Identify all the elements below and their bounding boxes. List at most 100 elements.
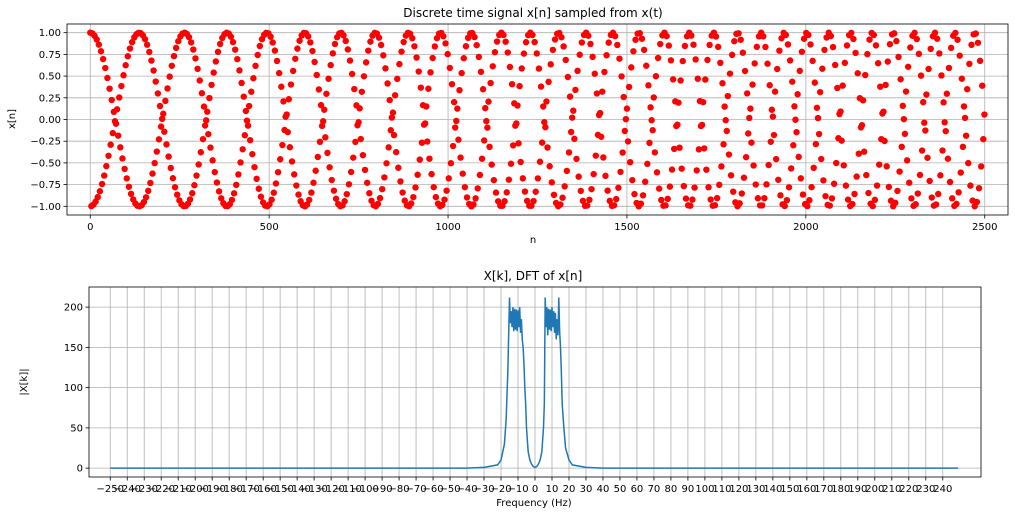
signal-sample-point (475, 53, 483, 61)
x-tick-label: 50 (614, 484, 627, 495)
signal-sample-point (375, 34, 383, 41)
signal-sample-point (148, 57, 155, 64)
signal-sample-point (860, 148, 868, 155)
signal-sample-point (99, 55, 107, 63)
signal-sample-point (903, 157, 911, 164)
signal-sample-point (441, 196, 448, 203)
signal-sample-point (244, 122, 252, 129)
signal-sample-point (893, 37, 900, 45)
signal-sample-point (346, 57, 354, 64)
x-tick-label: 210 (882, 484, 901, 495)
signal-sample-point (600, 154, 607, 161)
signal-sample-point (637, 200, 645, 207)
signal-sample-point (377, 41, 385, 49)
signal-sample-point (240, 93, 247, 100)
signal-sample-point (917, 72, 925, 79)
signal-sample-point (945, 64, 953, 72)
signal-sample-point (851, 190, 858, 198)
signal-sample-point (625, 83, 633, 91)
signal-sample-point (169, 175, 177, 182)
signal-sample-point (936, 50, 943, 57)
signal-sample-point (145, 187, 152, 195)
signal-sample-point (812, 140, 820, 148)
signal-sample-point (564, 73, 572, 81)
signal-sample-point (383, 160, 390, 167)
signal-sample-point (892, 199, 899, 207)
signal-sample-point (562, 56, 569, 64)
x-tick-label: 190 (848, 484, 867, 495)
signal-sample-point (166, 73, 173, 80)
signal-sample-point (294, 45, 301, 52)
signal-sample-point (687, 202, 694, 209)
signal-sample-point (486, 143, 493, 151)
signal-sample-point (390, 131, 398, 139)
x-tick-label: 170 (814, 484, 833, 495)
signal-sample-point (657, 40, 664, 48)
signal-sample-point (574, 67, 581, 75)
signal-sample-point (913, 35, 920, 43)
signal-sample-point (479, 86, 487, 93)
signal-sample-point (693, 167, 700, 174)
signal-sample-point (713, 194, 721, 202)
signal-sample-point (162, 97, 169, 105)
x-tick-label: 40 (597, 484, 610, 495)
signal-sample-point (551, 36, 559, 43)
signal-sample-point (126, 45, 134, 52)
signal-sample-point (739, 49, 747, 56)
x-tick-label: 160 (797, 484, 816, 495)
signal-sample-point (805, 31, 812, 39)
signal-sample-point (924, 154, 931, 161)
x-tick-label: −120 (317, 484, 344, 495)
x-tick-label: −230 (130, 484, 157, 495)
signal-sample-point (959, 143, 967, 151)
signal-sample-point (927, 45, 934, 53)
signal-sample-point (427, 69, 434, 76)
signal-sample-point (235, 171, 242, 178)
signal-sample-point (517, 158, 524, 166)
signal-sample-point (156, 102, 164, 110)
signal-sample-point (645, 82, 652, 89)
signal-sample-point (561, 183, 568, 190)
signal-sample-point (474, 185, 481, 192)
signal-sample-point (142, 194, 150, 201)
signal-sample-point (168, 62, 176, 69)
signal-sample-point (962, 132, 970, 139)
signal-sample-point (704, 56, 711, 64)
signal-sample-point (252, 62, 259, 70)
signal-sample-point (677, 77, 684, 84)
signal-sample-point (822, 192, 829, 200)
signal-sample-point (163, 141, 170, 148)
signal-sample-point (450, 98, 458, 106)
signal-sample-point (882, 81, 889, 89)
signal-sample-point (295, 191, 302, 198)
signal-sample-point (940, 99, 947, 106)
signal-sample-point (547, 61, 554, 68)
signal-sample-point (329, 50, 337, 57)
dft-ylabel: |X[k]| (19, 368, 30, 395)
signal-sample-point (308, 189, 315, 196)
signal-sample-point (772, 155, 780, 163)
signal-sample-point (455, 136, 462, 143)
signal-sample-point (558, 34, 565, 41)
signal-sample-point (432, 193, 440, 201)
signal-sample-point (284, 128, 291, 136)
signal-sample-point (790, 142, 797, 149)
signal-sample-point (332, 195, 340, 202)
signal-sample-point (900, 115, 908, 123)
signal-sample-point (535, 65, 543, 72)
signal-sample-point (447, 160, 455, 167)
signal-sample-point (770, 131, 778, 139)
signal-sample-point (695, 146, 703, 153)
signal-sample-point (461, 183, 469, 191)
x-tick-label: 230 (916, 484, 935, 495)
signal-sample-point (678, 165, 685, 172)
x-tick-label: 130 (746, 484, 765, 495)
signal-sample-point (628, 64, 635, 71)
x-tick-label: 30 (580, 484, 593, 495)
signal-sample-point (760, 33, 767, 40)
signal-sample-point (363, 179, 371, 186)
signal-sample-point (852, 49, 859, 57)
time-signal-points (87, 29, 988, 210)
x-tick-label: −30 (473, 484, 494, 495)
signal-sample-point (477, 68, 485, 76)
